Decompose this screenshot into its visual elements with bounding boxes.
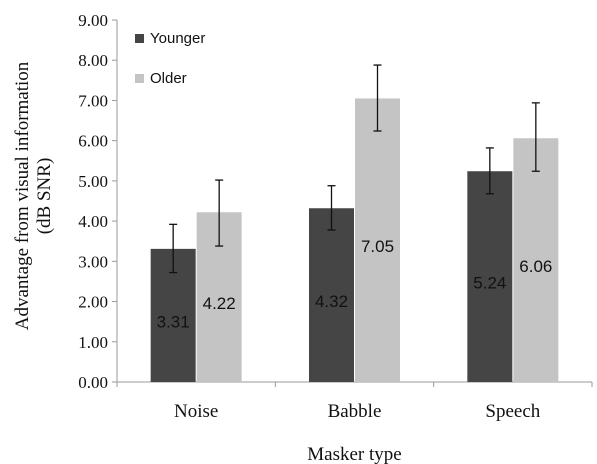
bar-younger <box>309 208 354 382</box>
x-tick-label: Babble <box>328 401 382 422</box>
x-axis-label: Masker type <box>307 444 401 464</box>
legend-swatch <box>135 74 144 83</box>
value-labels: 3.31 4.32 5.24 4.22 7.05 6.06 <box>157 237 553 331</box>
y-tick-label: 3.00 <box>78 252 108 271</box>
value-label: 3.31 <box>157 312 190 331</box>
y-tick-label: 9.00 <box>78 11 108 30</box>
y-axis-label-line: (dB SNR) <box>34 158 55 235</box>
y-tick-label: 4.00 <box>78 212 108 231</box>
bars <box>150 98 559 382</box>
value-label: 4.22 <box>203 294 236 313</box>
axes: 0.00 1.00 2.00 3.00 4.00 5.00 6.00 7.00 8.00 9.00… <box>78 11 593 422</box>
y-tick-label: 5.00 <box>78 172 108 191</box>
legend: Younger Older <box>135 30 205 87</box>
y-axis-label: Advantage from visual information(dB SNR… <box>12 61 55 330</box>
value-label: 5.24 <box>473 274 506 293</box>
y-tick-label: 8.00 <box>78 51 108 70</box>
y-tick-label: 1.00 <box>78 333 108 352</box>
value-label: 7.05 <box>361 237 394 256</box>
error-bars <box>169 64 540 274</box>
legend-label: Younger <box>150 30 205 47</box>
y-tick-label: 0.00 <box>78 373 108 392</box>
legend-label: Older <box>150 70 187 87</box>
x-tick-label: Speech <box>485 401 540 422</box>
legend-swatch <box>135 34 144 43</box>
bar-older <box>513 138 559 382</box>
y-axis-label-line: Advantage from visual information <box>12 61 33 330</box>
y-tick-label: 6.00 <box>78 132 108 151</box>
x-tick-label: Noise <box>174 401 218 422</box>
bar-younger <box>467 171 513 382</box>
value-label: 4.32 <box>315 292 348 311</box>
y-tick-label: 2.00 <box>78 293 108 312</box>
bar-older <box>355 98 400 382</box>
value-label: 6.06 <box>519 257 552 276</box>
axis-text: Advantage from visual information(dB SNR… <box>12 61 402 464</box>
y-tick-label: 7.00 <box>78 91 108 110</box>
